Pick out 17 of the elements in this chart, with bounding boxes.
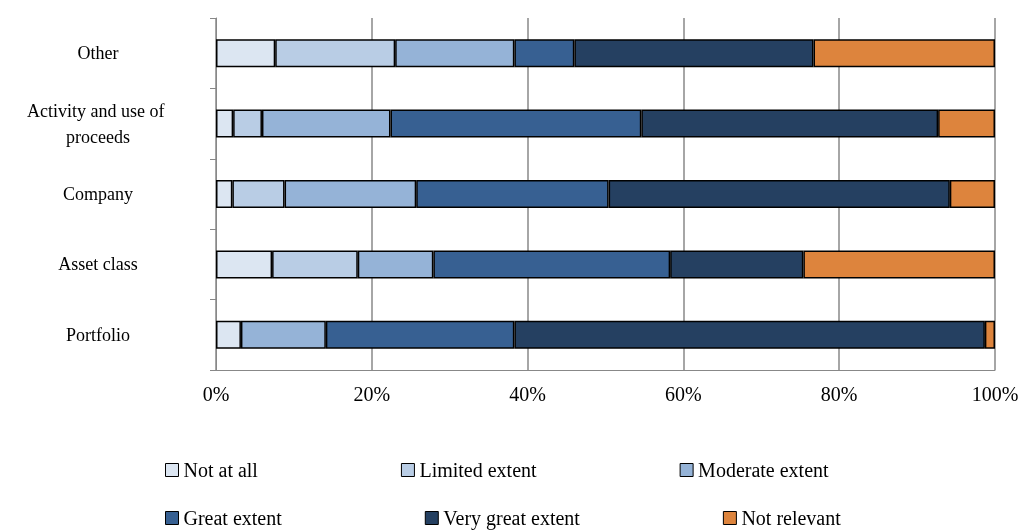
legend-label: Not at all <box>183 459 259 481</box>
legend-label: Great extent <box>183 507 283 529</box>
y-tick-label: Asset class <box>58 254 138 275</box>
x-tick-label: 60% <box>665 383 702 405</box>
x-tick-label: 20% <box>353 383 391 405</box>
legend-label: Not relevant <box>741 507 842 529</box>
x-tick-label: 100% <box>971 383 1019 405</box>
legend-label: Very great extent <box>443 507 581 530</box>
y-tick-label: Activity and use of proceeds <box>27 100 169 147</box>
x-tick-label: 0% <box>202 383 230 405</box>
legend-label: Limited extent <box>419 459 538 481</box>
x-tick-label: 80% <box>820 383 858 405</box>
y-tick-label: Portfolio <box>65 324 131 345</box>
legend-label: Moderate extent <box>698 459 830 481</box>
y-tick-label: Company <box>63 184 133 204</box>
y-tick-label: Other <box>77 43 119 64</box>
x-tick-label: 40% <box>509 383 546 405</box>
